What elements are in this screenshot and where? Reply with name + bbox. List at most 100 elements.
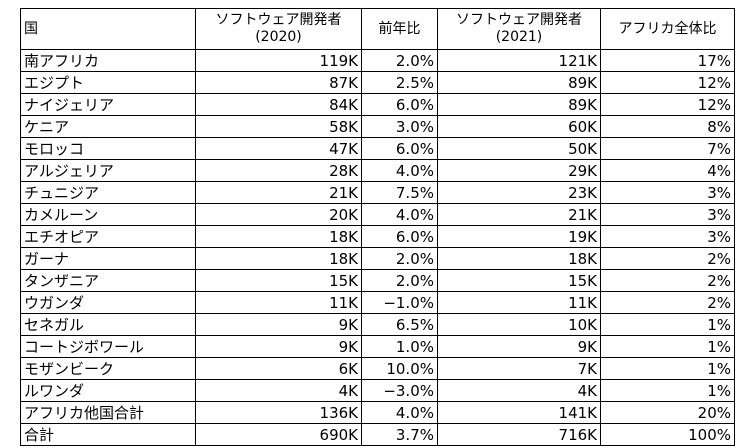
table-row: コートジボワール 9K 1.0% 9K 1% <box>20 335 735 358</box>
table-row: ナイジェリア 84K 6.0% 89K 12% <box>20 93 735 116</box>
yoy-cell: 4.0% <box>361 401 438 424</box>
country-cell: エチオピア <box>20 225 196 248</box>
header-yoy: 前年比 <box>361 8 438 50</box>
header-country: 国 <box>20 8 196 50</box>
africa-share-cell: 4% <box>600 159 735 182</box>
africa-share-cell: 100% <box>600 423 735 446</box>
table-row: エジプト 87K 2.5% 89K 12% <box>20 71 735 94</box>
africa-share-cell: 1% <box>600 379 735 402</box>
country-cell: ケニア <box>20 115 196 138</box>
developers-2021-cell: 89K <box>437 93 601 116</box>
developers-2020-cell: 136K <box>195 401 362 424</box>
table-row: セネガル 9K 6.5% 10K 1% <box>20 313 735 336</box>
developers-2021-cell: 29K <box>437 159 601 182</box>
africa-share-cell: 7% <box>600 137 735 160</box>
table-row: ウガンダ 11K −1.0% 11K 2% <box>20 291 735 314</box>
yoy-cell: 2.0% <box>361 49 438 72</box>
developers-2021-cell: 21K <box>437 203 601 226</box>
table-row: 合計 690K 3.7% 716K 100% <box>20 423 735 446</box>
yoy-cell: 6.0% <box>361 137 438 160</box>
developers-2020-cell: 4K <box>195 379 362 402</box>
header-developers-2021: ソフトウェア開発者 (2021) <box>437 8 601 50</box>
country-cell: ナイジェリア <box>20 93 196 116</box>
country-cell: ルワンダ <box>20 379 196 402</box>
country-cell: 合計 <box>20 423 196 446</box>
yoy-cell: 6.5% <box>361 313 438 336</box>
developers-2020-cell: 18K <box>195 247 362 270</box>
developers-2021-cell: 716K <box>437 423 601 446</box>
developers-2021-cell: 10K <box>437 313 601 336</box>
developers-2021-cell: 11K <box>437 291 601 314</box>
yoy-cell: 7.5% <box>361 181 438 204</box>
country-cell: チュニジア <box>20 181 196 204</box>
africa-share-cell: 2% <box>600 269 735 292</box>
developers-2021-cell: 121K <box>437 49 601 72</box>
developers-2021-cell: 7K <box>437 357 601 380</box>
country-cell: モロッコ <box>20 137 196 160</box>
developers-2021-cell: 4K <box>437 379 601 402</box>
africa-share-cell: 1% <box>600 357 735 380</box>
africa-share-cell: 20% <box>600 401 735 424</box>
country-cell: アルジェリア <box>20 159 196 182</box>
developer-table-container: 国 ソフトウェア開発者 (2020) 前年比 ソフトウェア開発者 (2021) アフ… <box>20 8 735 446</box>
country-cell: タンザニア <box>20 269 196 292</box>
developers-2021-cell: 141K <box>437 401 601 424</box>
yoy-cell: 1.0% <box>361 335 438 358</box>
table-row: モロッコ 47K 6.0% 50K 7% <box>20 137 735 160</box>
developers-2020-cell: 18K <box>195 225 362 248</box>
africa-share-cell: 2% <box>600 291 735 314</box>
africa-share-cell: 3% <box>600 203 735 226</box>
developers-2021-cell: 9K <box>437 335 601 358</box>
table-row: モザンビーク 6K 10.0% 7K 1% <box>20 357 735 380</box>
country-cell: アフリカ他国合計 <box>20 401 196 424</box>
yoy-cell: 2.0% <box>361 247 438 270</box>
africa-share-cell: 2% <box>600 247 735 270</box>
developers-2021-cell: 50K <box>437 137 601 160</box>
yoy-cell: 2.0% <box>361 269 438 292</box>
header-africa-share: アフリカ全体比 <box>600 8 735 50</box>
yoy-cell: 6.0% <box>361 225 438 248</box>
table-row: 南アフリカ 119K 2.0% 121K 17% <box>20 49 735 72</box>
developers-2021-cell: 60K <box>437 115 601 138</box>
table-row: ガーナ 18K 2.0% 18K 2% <box>20 247 735 270</box>
table-row: アフリカ他国合計 136K 4.0% 141K 20% <box>20 401 735 424</box>
developers-2020-cell: 47K <box>195 137 362 160</box>
yoy-cell: 2.5% <box>361 71 438 94</box>
developers-2020-cell: 690K <box>195 423 362 446</box>
developers-2020-cell: 119K <box>195 49 362 72</box>
developer-table: 国 ソフトウェア開発者 (2020) 前年比 ソフトウェア開発者 (2021) アフ… <box>20 8 735 446</box>
yoy-cell: −1.0% <box>361 291 438 314</box>
country-cell: エジプト <box>20 71 196 94</box>
africa-share-cell: 12% <box>600 71 735 94</box>
yoy-cell: 3.7% <box>361 423 438 446</box>
yoy-cell: 3.0% <box>361 115 438 138</box>
developers-2021-cell: 23K <box>437 181 601 204</box>
developers-2020-cell: 6K <box>195 357 362 380</box>
africa-share-cell: 12% <box>600 93 735 116</box>
developers-2021-cell: 89K <box>437 71 601 94</box>
developers-2020-cell: 20K <box>195 203 362 226</box>
country-cell: ウガンダ <box>20 291 196 314</box>
table-row: アルジェリア 28K 4.0% 29K 4% <box>20 159 735 182</box>
developers-2020-cell: 9K <box>195 335 362 358</box>
header-developers-2020: ソフトウェア開発者 (2020) <box>195 8 362 50</box>
table-row: タンザニア 15K 2.0% 15K 2% <box>20 269 735 292</box>
developers-2020-cell: 58K <box>195 115 362 138</box>
africa-share-cell: 3% <box>600 181 735 204</box>
developers-2021-cell: 18K <box>437 247 601 270</box>
country-cell: 南アフリカ <box>20 49 196 72</box>
yoy-cell: 4.0% <box>361 203 438 226</box>
table-row: カメルーン 20K 4.0% 21K 3% <box>20 203 735 226</box>
developers-2020-cell: 11K <box>195 291 362 314</box>
table-row: チュニジア 21K 7.5% 23K 3% <box>20 181 735 204</box>
yoy-cell: −3.0% <box>361 379 438 402</box>
country-cell: コートジボワール <box>20 335 196 358</box>
developers-2020-cell: 84K <box>195 93 362 116</box>
header-row: 国 ソフトウェア開発者 (2020) 前年比 ソフトウェア開発者 (2021) アフ… <box>20 8 735 50</box>
yoy-cell: 10.0% <box>361 357 438 380</box>
developers-2020-cell: 21K <box>195 181 362 204</box>
yoy-cell: 4.0% <box>361 159 438 182</box>
developers-2020-cell: 87K <box>195 71 362 94</box>
developers-2020-cell: 15K <box>195 269 362 292</box>
africa-share-cell: 17% <box>600 49 735 72</box>
